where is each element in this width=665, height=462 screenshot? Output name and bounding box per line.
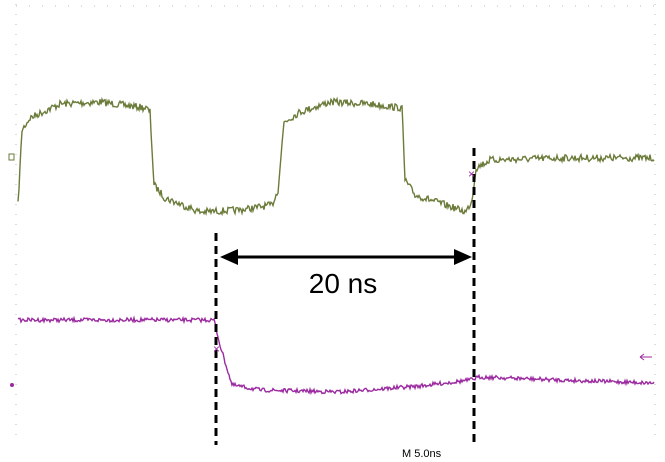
waveform [17, 96, 655, 217]
ref-marker [639, 353, 652, 361]
ch-marker [10, 383, 14, 387]
ch-marker [8, 153, 15, 161]
arrow-head-left [220, 249, 238, 265]
cursor-mark: × [213, 342, 220, 356]
interval-label: 20 ns [309, 268, 378, 299]
traces [17, 96, 655, 396]
waveform [17, 315, 655, 396]
arrow-head-right [454, 249, 472, 265]
timebase-label: M 5.0ns [402, 448, 442, 460]
cursor-mark: × [468, 167, 475, 181]
